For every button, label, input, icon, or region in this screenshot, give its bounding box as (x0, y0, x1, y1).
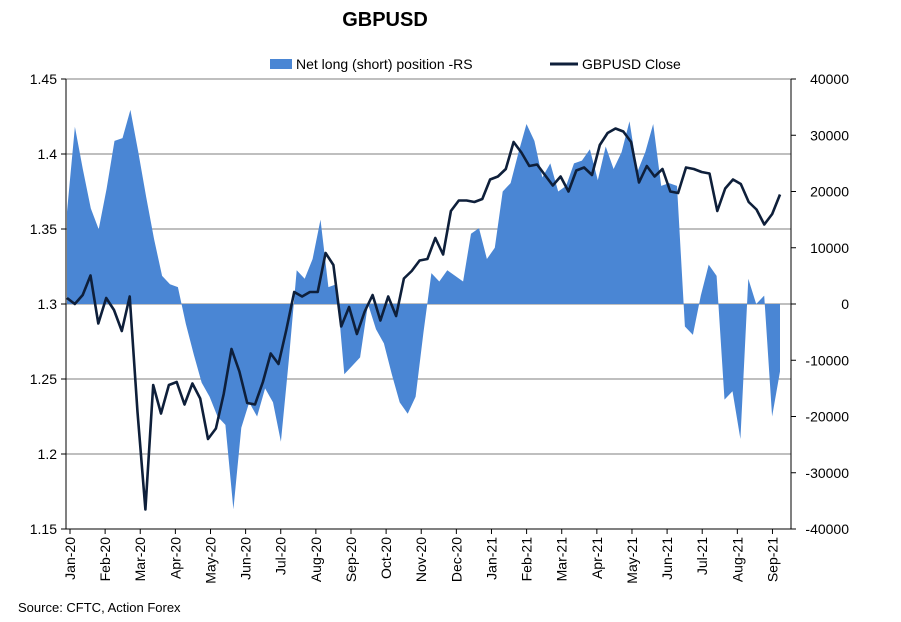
x-tick-label: Sep-20 (343, 537, 359, 582)
y-left-tick-label: 1.35 (30, 221, 57, 237)
y-right-tick-label: 40000 (810, 71, 849, 87)
y-right-tick-label: -10000 (805, 352, 849, 368)
x-tick-label: Jan-20 (62, 537, 78, 580)
y-right-tick-label: -20000 (805, 409, 849, 425)
x-axis-ticks: Jan-20 Feb-20 Mar-20 Apr-20 May-20 Jun-20 Jul-… (62, 529, 780, 584)
x-tick-label: Sep-21 (764, 537, 780, 582)
x-tick-label: Apr-20 (167, 537, 183, 579)
y-right-tick-label: -40000 (805, 521, 849, 537)
y-right-tick-label: -30000 (805, 465, 849, 481)
legend: Net long (short) position -RS GBPUSD Clo… (270, 56, 681, 72)
x-tick-label: Jul-21 (694, 537, 710, 575)
area-series-fill (67, 109, 780, 510)
x-tick-label: Oct-20 (378, 537, 394, 579)
line-series (66, 127, 782, 511)
y-right-tick-label: 20000 (810, 184, 849, 200)
x-tick-label: Feb-21 (519, 537, 535, 582)
y-left-tick-label: 1.15 (30, 521, 57, 537)
legend-label-area: Net long (short) position -RS (296, 56, 473, 72)
y-right-tick-label: 0 (841, 296, 849, 312)
x-tick-label: Jan-21 (483, 537, 499, 580)
y-left-tick-label: 1.4 (38, 146, 58, 162)
y-right-tick-label: 30000 (810, 127, 849, 143)
y-left-tick-label: 1.2 (38, 446, 58, 462)
x-tick-label: Jun-21 (659, 537, 675, 580)
y-right-tick-label: 10000 (810, 240, 849, 256)
x-tick-label: Apr-21 (589, 537, 605, 579)
x-tick-label: Mar-20 (132, 537, 148, 582)
x-tick-label: Dec-20 (448, 537, 464, 582)
x-tick-label: Mar-21 (554, 537, 570, 582)
x-tick-label: Feb-20 (97, 537, 113, 582)
x-tick-label: Aug-20 (308, 537, 324, 582)
x-tick-label: May-20 (202, 537, 218, 584)
chart-title: GBPUSD (342, 9, 428, 31)
source-note: Source: CFTC, Action Forex (18, 600, 181, 615)
legend-label-line: GBPUSD Close (582, 56, 681, 72)
x-tick-label: Jul-20 (273, 537, 289, 575)
y-left-tick-label: 1.3 (38, 296, 58, 312)
y-axis-left-ticks: 1.15 1.2 1.25 1.3 1.35 1.4 1.45 (30, 71, 66, 537)
x-tick-label: May-21 (624, 537, 640, 584)
y-axis-right-ticks: -40000 -30000 -20000 -10000 0 10000 20000 30000… (791, 71, 849, 537)
y-left-tick-label: 1.45 (30, 71, 57, 87)
chart-svg: GBPUSD Net long (short) position -RS GBP… (30, 9, 849, 584)
x-tick-label: Nov-20 (413, 537, 429, 582)
y-left-tick-label: 1.25 (30, 371, 57, 387)
gbpusd-close-line (66, 127, 782, 511)
x-tick-label: Aug-21 (729, 537, 745, 582)
x-tick-label: Jun-20 (238, 537, 254, 580)
area-series (67, 109, 780, 510)
legend-swatch-area (270, 59, 292, 69)
gridlines (66, 78, 791, 455)
